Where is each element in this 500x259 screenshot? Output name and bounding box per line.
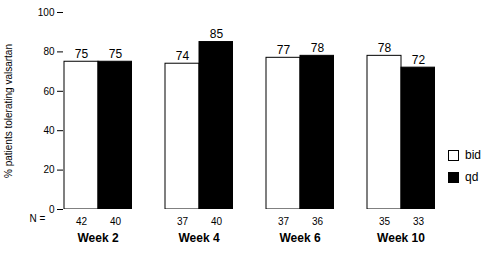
svg-text:40: 40 [43,125,55,136]
html-text:qd: qd [465,170,479,184]
svg-text:75: 75 [75,47,89,61]
svg-text:75: 75 [109,47,123,61]
svg-text:33: 33 [413,216,425,227]
svg-text:60: 60 [43,86,55,97]
svg-text:37: 37 [177,216,189,227]
svg-text:100: 100 [38,7,55,18]
svg-text:20: 20 [43,164,55,175]
svg-text:0: 0 [49,204,55,215]
svg-text:37: 37 [278,216,290,227]
svg-text:35: 35 [379,216,391,227]
svg-text:Week 2: Week 2 [77,231,118,245]
svg-text:Week 4: Week 4 [178,231,219,245]
svg-text:74: 74 [176,49,190,63]
svg-text:80: 80 [43,46,55,57]
svg-text:40: 40 [211,216,223,227]
svg-text:77: 77 [277,43,291,57]
svg-text:Week 10: Week 10 [377,231,425,245]
svg-text:N =: N = [30,213,46,224]
svg-text:85: 85 [210,27,224,41]
svg-text:% patients tolerating valsarta: % patients tolerating valsartan [3,44,14,178]
svg-text:72: 72 [412,53,426,67]
svg-text:36: 36 [312,216,324,227]
svg-text:40: 40 [110,216,122,227]
svg-text:Week 6: Week 6 [279,231,320,245]
svg-text:78: 78 [378,41,392,55]
svg-text:78: 78 [311,41,325,55]
html-text:bid: bid [465,148,481,162]
svg-text:42: 42 [76,216,88,227]
